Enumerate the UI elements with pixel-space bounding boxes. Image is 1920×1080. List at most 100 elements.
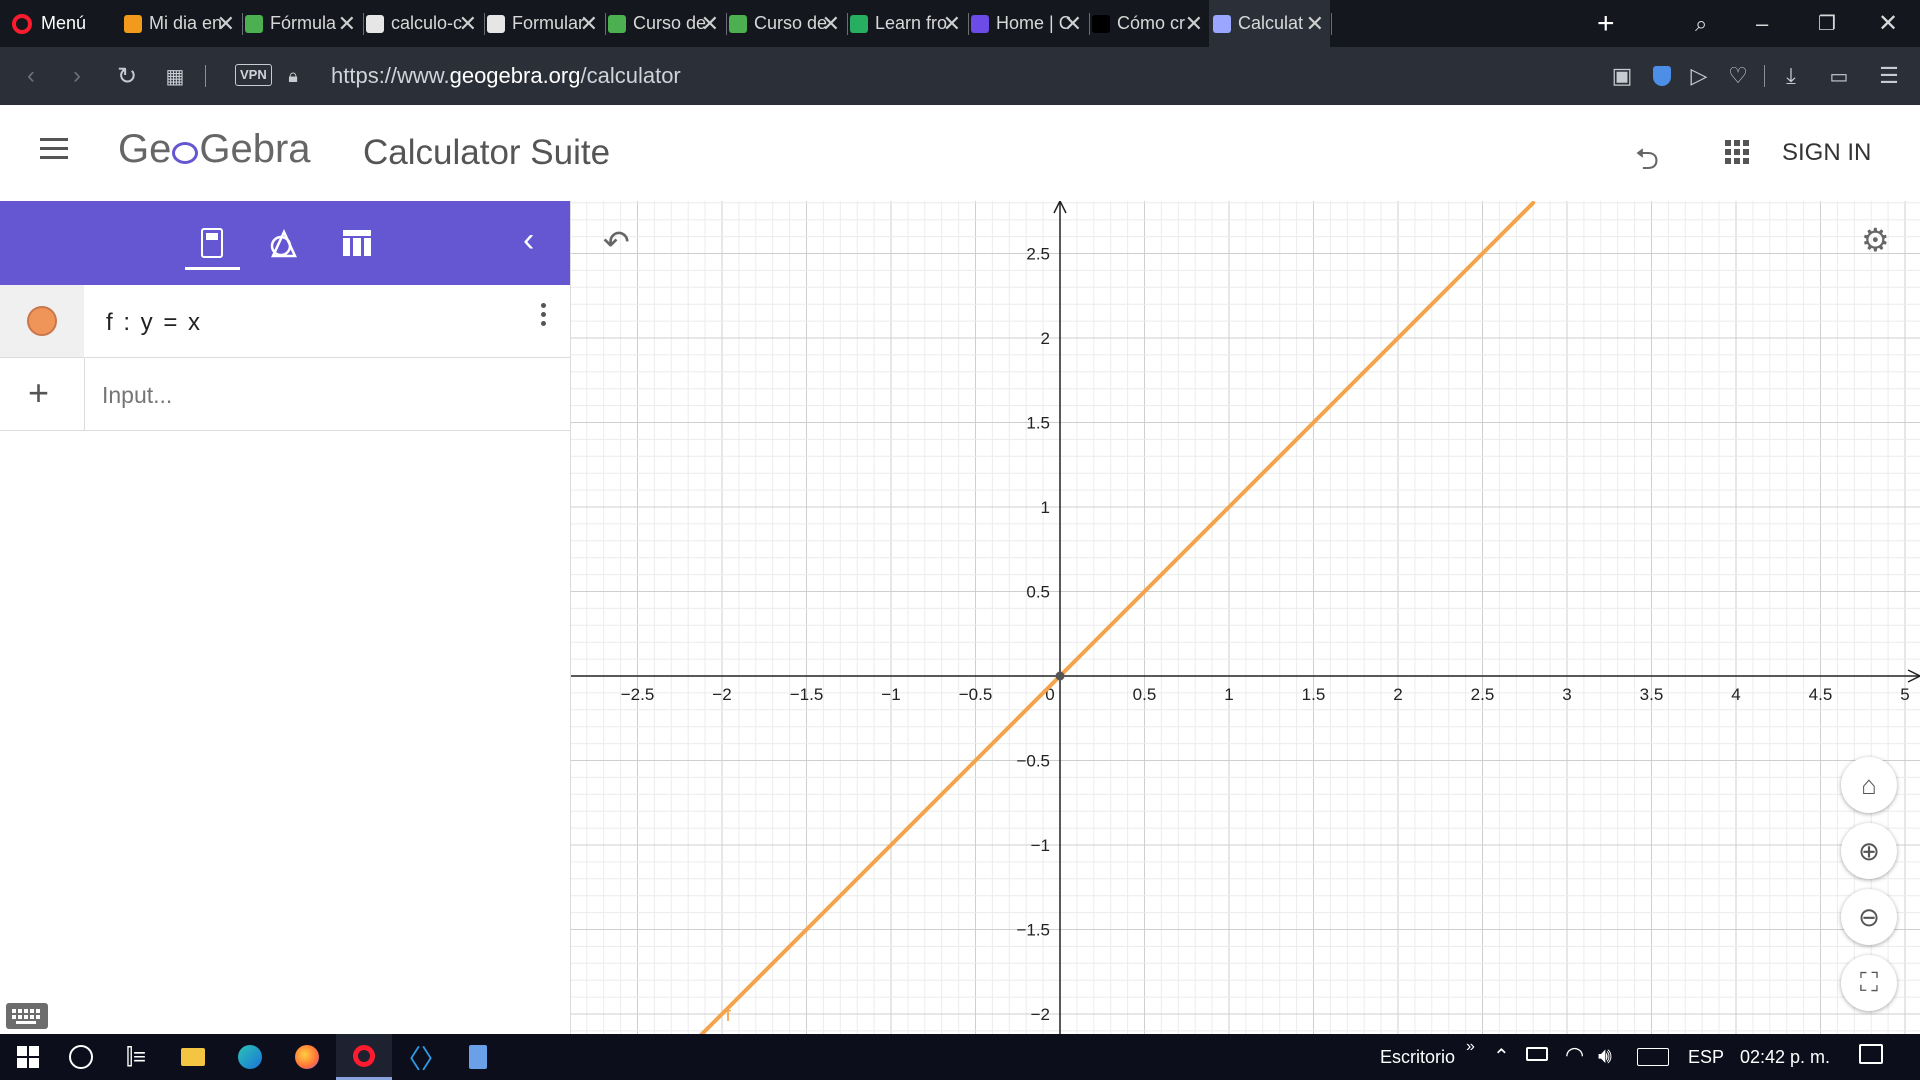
search-circle-icon[interactable] xyxy=(53,1034,109,1080)
close-tab-icon[interactable]: ✕ xyxy=(337,11,356,36)
download-icon[interactable]: ⤓ xyxy=(1786,63,1796,88)
tab-separator xyxy=(242,13,243,35)
reload-icon[interactable]: ↻ xyxy=(116,62,138,90)
windows-start-icon[interactable] xyxy=(0,1034,56,1080)
tab-separator xyxy=(363,13,364,35)
algebra-row[interactable]: f : y = x xyxy=(0,285,570,358)
back-button[interactable]: ‹ xyxy=(27,62,35,89)
add-icon[interactable]: + xyxy=(28,372,50,413)
heart-icon[interactable]: ♡ xyxy=(1728,63,1748,88)
tab-separator xyxy=(968,13,969,35)
file-explorer-icon[interactable] xyxy=(165,1034,221,1080)
flame-icon xyxy=(124,14,142,33)
y-tick-label: −1 xyxy=(1031,836,1050,855)
keyboard-toggle[interactable] xyxy=(6,1003,48,1029)
firefox-icon[interactable] xyxy=(279,1034,335,1080)
address-divider xyxy=(205,65,206,87)
edge-browser-icon[interactable] xyxy=(222,1034,278,1080)
browser-menu-button[interactable]: Menú xyxy=(12,0,116,47)
browser-tab[interactable]: Home | C ✕ xyxy=(967,0,1090,47)
forward-button[interactable]: › xyxy=(73,62,81,89)
x-tick-label: −0.5 xyxy=(959,685,993,704)
calculator-app-icon[interactable] xyxy=(450,1034,506,1080)
sign-in-button[interactable]: SIGN IN xyxy=(1782,139,1872,166)
browser-tab[interactable]: Fórmula ✕ xyxy=(241,0,364,47)
calculator-icon xyxy=(201,228,223,258)
browser-tab[interactable]: Curso de ✕ xyxy=(725,0,848,47)
browser-menu-label: Menú xyxy=(41,13,87,33)
notification-center-icon[interactable] xyxy=(1859,1044,1883,1064)
home-icon: ⌂ xyxy=(1861,769,1877,800)
lock-icon[interactable]: 🔒︎ xyxy=(288,65,298,86)
geogebra-logo[interactable]: Ge Gebra xyxy=(118,127,311,172)
expression-text[interactable]: f : y = x xyxy=(106,309,203,336)
browser-tab[interactable]: Mi dia en ✕ xyxy=(120,0,243,47)
close-tab-icon[interactable]: ✕ xyxy=(579,11,598,36)
vscode-icon[interactable]: 〈〉 xyxy=(394,1043,447,1074)
apps-grid-icon[interactable] xyxy=(1725,140,1749,164)
clock-time[interactable]: 02:42 p. m. xyxy=(1740,1047,1831,1067)
tab-grid-icon[interactable]: ▦ xyxy=(165,65,185,88)
touch-keyboard-icon[interactable] xyxy=(1637,1048,1669,1066)
desktop-label[interactable]: Escritorio xyxy=(1380,1047,1456,1067)
close-tab-icon[interactable]: ✕ xyxy=(942,11,961,36)
y-axis-arrow xyxy=(1053,201,1067,214)
browser-tab[interactable]: Cómo cr ✕ xyxy=(1088,0,1211,47)
battery-saver-icon[interactable]: ▭ xyxy=(1829,65,1849,88)
close-tab-icon[interactable]: ✕ xyxy=(458,11,477,36)
hamburger-menu-icon[interactable] xyxy=(40,138,68,159)
wifi-icon[interactable]: ◠ xyxy=(1565,1042,1585,1067)
browser-tab[interactable]: Learn fro ✕ xyxy=(846,0,969,47)
table-icon[interactable] xyxy=(342,229,372,257)
fullscreen-button[interactable]: ⛶ xyxy=(1841,955,1897,1011)
l-icon xyxy=(1092,14,1110,33)
battery-icon[interactable] xyxy=(1526,1047,1548,1061)
close-tab-icon[interactable]: ✕ xyxy=(1305,11,1324,36)
browser-tab[interactable]: calculo-c ✕ xyxy=(362,0,485,47)
new-tab-button[interactable]: + xyxy=(1597,6,1615,40)
task-view-icon[interactable]: ⫿≡ xyxy=(126,1044,146,1069)
diamond-icon xyxy=(608,14,626,33)
close-tab-icon[interactable]: ✕ xyxy=(1063,11,1082,36)
close-tab-icon[interactable]: ✕ xyxy=(821,11,840,36)
tab-title: Cómo cr xyxy=(1117,13,1186,33)
graphics-view[interactable]: −2.5 −2 −1.5 −1 −0.5 0 0.5 1 1.5 2 2.5 3 3.5 4 4.5 5 2.5… xyxy=(571,201,1920,1034)
search-tabs-icon[interactable]: ⌕ xyxy=(1695,10,1708,36)
collapse-panel-icon[interactable]: ‹ xyxy=(523,221,535,259)
send-icon[interactable]: ▷ xyxy=(1690,63,1708,88)
vpn-badge[interactable]: VPN xyxy=(235,64,272,86)
opera-taskbar-icon[interactable] xyxy=(336,1034,392,1080)
more-options-icon[interactable] xyxy=(541,303,547,326)
close-window-button[interactable]: ✕ xyxy=(1878,10,1899,37)
close-tab-icon[interactable]: ✕ xyxy=(700,11,719,36)
easy-setup-icon[interactable]: ☰ xyxy=(1879,63,1899,88)
url-field[interactable]: https://www.geogebra.org/calculator xyxy=(331,63,681,89)
function-label-f: f xyxy=(725,1004,731,1026)
input-bar[interactable] xyxy=(100,376,544,414)
tab-algebra[interactable] xyxy=(185,201,240,285)
browser-tab[interactable]: Calculat ✕ xyxy=(1209,0,1332,47)
graph-canvas[interactable]: −2.5 −2 −1.5 −1 −0.5 0 0.5 1 1.5 2 2.5 3 3.5 4 4.5 5 2.5… xyxy=(571,201,1920,1034)
url-prefix: https://www. xyxy=(331,63,450,88)
close-tab-icon[interactable]: ✕ xyxy=(216,11,235,36)
visibility-toggle[interactable] xyxy=(27,306,57,336)
settings-gear-icon[interactable]: ⚙ xyxy=(1861,222,1890,258)
volume-icon[interactable]: 🔊︎ xyxy=(1598,1043,1612,1068)
undo-icon[interactable]: ↶ xyxy=(603,224,630,260)
share-icon[interactable]: ⮌ xyxy=(1635,143,1660,176)
close-tab-icon[interactable]: ✕ xyxy=(1184,11,1203,36)
zoom-out-button[interactable]: ⊖ xyxy=(1841,889,1897,945)
input-row[interactable]: + xyxy=(0,358,570,431)
camera-icon[interactable]: ▣ xyxy=(1611,63,1633,88)
desktop-expand-icon[interactable]: » xyxy=(1466,1038,1475,1055)
tools-icon[interactable] xyxy=(267,226,301,260)
shield-icon[interactable] xyxy=(1647,47,1677,105)
zoom-in-button[interactable]: ⊕ xyxy=(1841,823,1897,879)
browser-tab[interactable]: Formular ✕ xyxy=(483,0,606,47)
restore-window-button[interactable]: ❐ xyxy=(1818,13,1836,35)
language-indicator[interactable]: ESP xyxy=(1688,1047,1725,1067)
browser-tab[interactable]: Curso de ✕ xyxy=(604,0,727,47)
minimize-window-button[interactable]: – xyxy=(1756,10,1769,36)
home-view-button[interactable]: ⌂ xyxy=(1841,757,1897,813)
show-hidden-icons[interactable]: ⌃ xyxy=(1493,1046,1510,1068)
